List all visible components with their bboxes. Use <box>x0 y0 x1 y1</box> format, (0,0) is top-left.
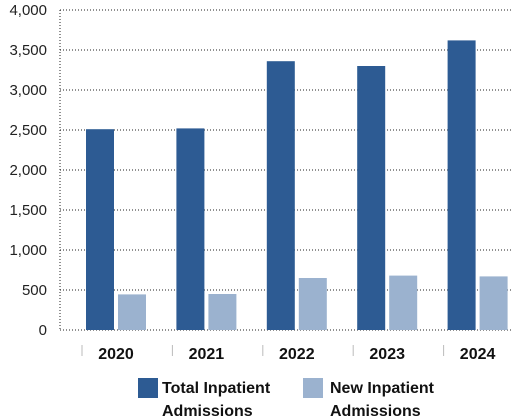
legend: Total Inpatient Admissions New Inpatient Ad… <box>138 378 435 420</box>
bar-2021-series-2 <box>208 294 237 330</box>
legend-label-series-1: Total Inpatient Admissions <box>162 380 271 420</box>
y-tick-label: 1,500 <box>9 202 47 219</box>
y-tick-label: 4,000 <box>9 2 47 19</box>
y-tick-label: 2,500 <box>9 122 47 139</box>
bar-2023-series-1 <box>357 66 386 330</box>
bar-2022-series-2 <box>298 278 327 330</box>
bar-2022-series-1 <box>266 61 295 330</box>
bar-2021-series-1 <box>176 128 205 330</box>
x-tick-label: 2023 <box>369 346 405 363</box>
x-axis: 2020 2021 2022 2023 2024 <box>81 345 496 363</box>
bar-2020-series-1 <box>86 129 114 330</box>
y-tick-label: 3,000 <box>9 82 47 99</box>
bar-2024-series-2 <box>479 276 508 330</box>
y-axis: 0 500 1,000 1,500 2,000 2,500 3,000 3,500 4,000 <box>9 2 61 339</box>
y-tick-label: 1,000 <box>9 242 47 259</box>
y-tick-label: 0 <box>39 322 47 339</box>
legend-swatch-series-1 <box>138 378 158 398</box>
legend-label-series-2: New Inpatient Admissions <box>330 380 435 420</box>
legend-swatch-series-2 <box>303 378 323 398</box>
y-tick-label: 2,000 <box>9 162 47 179</box>
x-tick-label: 2021 <box>189 346 225 363</box>
x-tick-label: 2024 <box>460 346 496 363</box>
bar-2023-series-2 <box>389 275 418 330</box>
x-tick-label: 2020 <box>98 346 134 363</box>
y-tick-label: 500 <box>22 282 47 299</box>
bar-2020-series-2 <box>118 294 146 330</box>
y-tick-label: 3,500 <box>9 42 47 59</box>
bar-2024-series-1 <box>447 40 476 331</box>
bars <box>86 40 508 331</box>
x-tick-label: 2022 <box>279 346 315 363</box>
